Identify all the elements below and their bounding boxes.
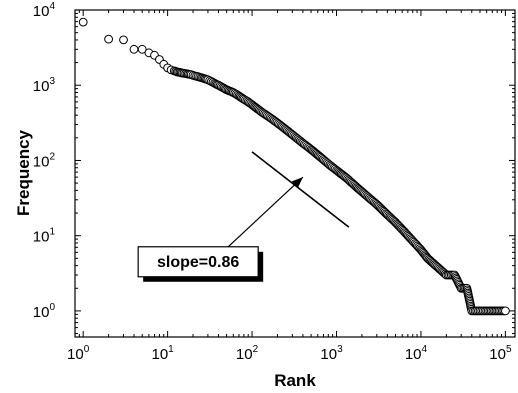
- annotation-arrow: [227, 176, 304, 248]
- tick-marks: [74, 9, 515, 337]
- x-tick-label: 100: [67, 344, 90, 363]
- x-tick-label: 103: [320, 344, 343, 363]
- slope-fit-line: [251, 151, 350, 228]
- y-tick-labels: 100 101 102 103 104: [33, 1, 56, 321]
- x-axis-title: Rank: [274, 371, 316, 390]
- x-tick-label: 101: [151, 344, 174, 363]
- y-tick-label: 102: [33, 151, 56, 170]
- data-point: [104, 34, 113, 44]
- x-tick-labels: 100 101 102 103 104 105: [67, 344, 512, 363]
- x-tick-label: 105: [489, 344, 512, 363]
- slope-annotation: slope=0.86: [137, 176, 304, 282]
- y-axis-title: Frequency: [14, 129, 33, 216]
- x-tick-label: 104: [405, 344, 428, 363]
- y-tick-label: 100: [33, 302, 56, 321]
- data-point: [129, 44, 139, 54]
- x-tick-label: 102: [236, 344, 259, 363]
- annotation-text: slope=0.86: [157, 254, 239, 271]
- y-tick-label: 101: [33, 227, 56, 246]
- data-point: [78, 17, 88, 27]
- annotation-box: [137, 246, 259, 278]
- y-tick-label: 104: [33, 1, 56, 20]
- data-points: [78, 17, 510, 316]
- data-point: [137, 44, 147, 54]
- annotation-arrowhead: [291, 177, 303, 188]
- plot-frame: [74, 9, 516, 338]
- data-point: [119, 35, 128, 45]
- y-tick-label: 103: [33, 76, 56, 95]
- data-point: [501, 306, 510, 316]
